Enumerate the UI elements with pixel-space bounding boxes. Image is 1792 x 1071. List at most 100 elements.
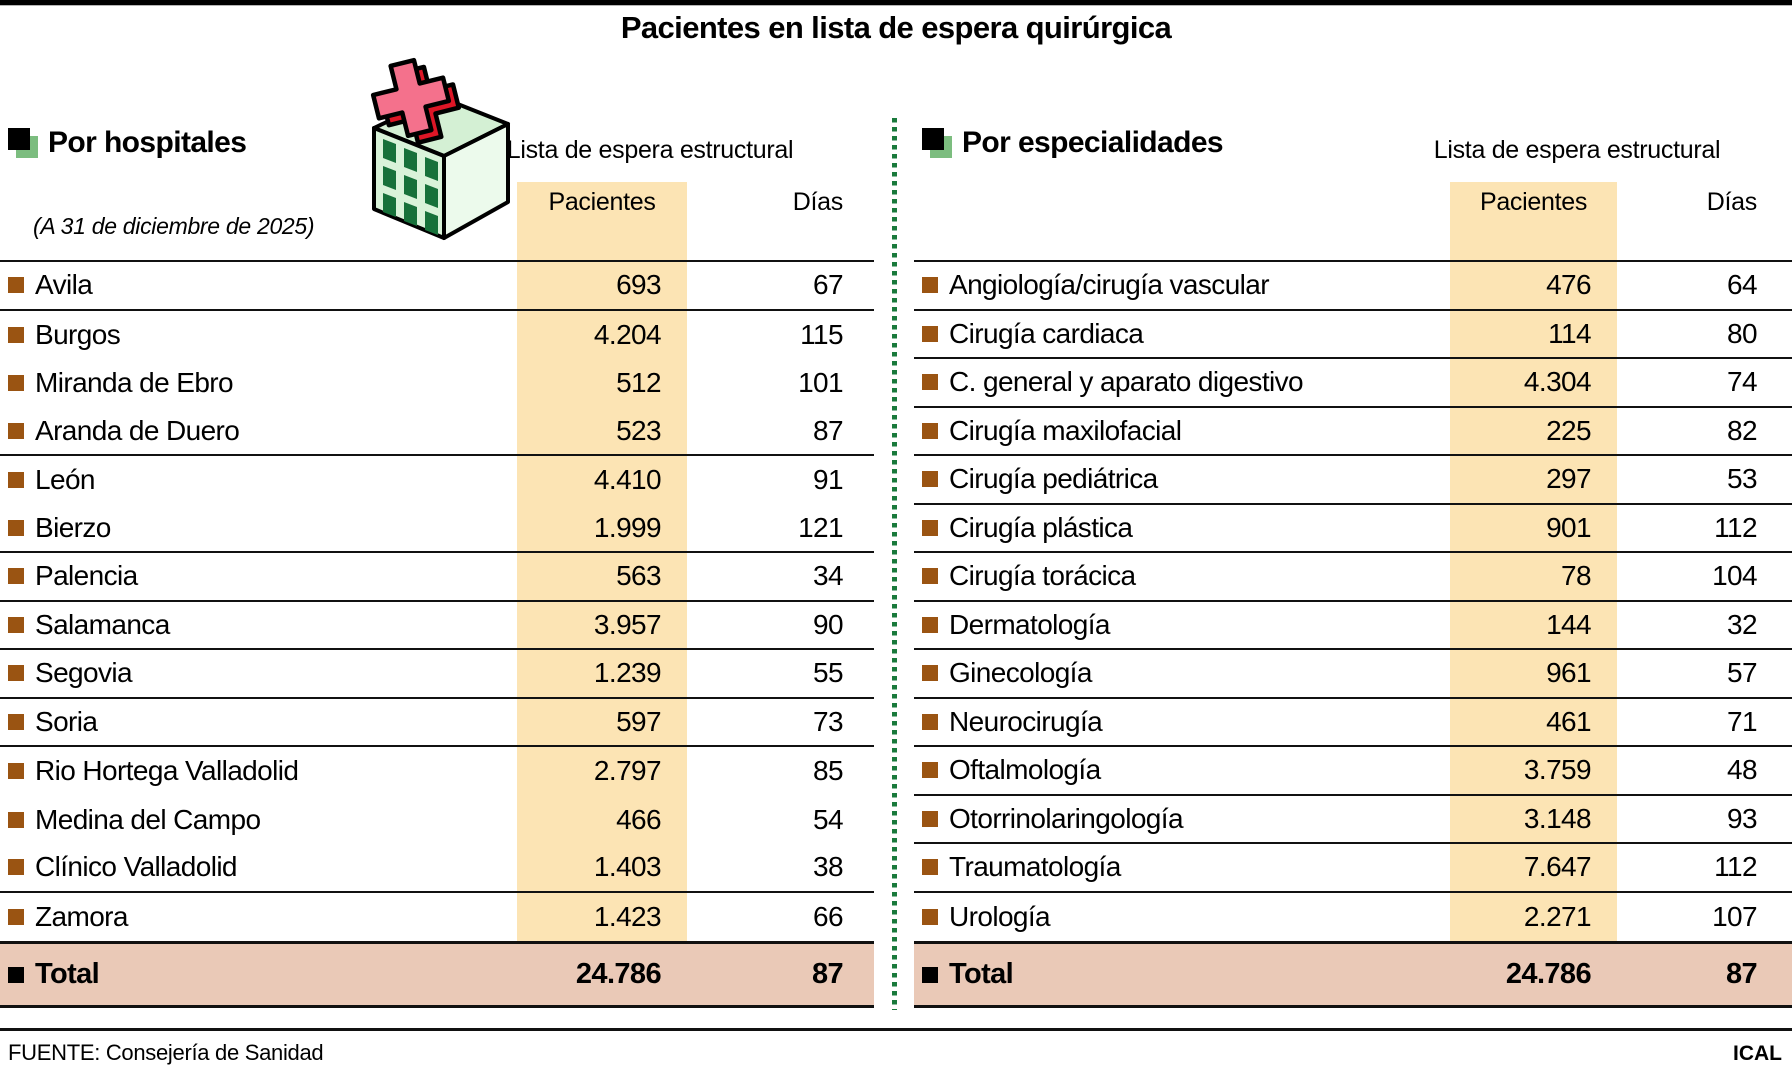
table-row: Rio Hortega Valladolid 2.797 85 bbox=[0, 747, 874, 796]
row-pacientes: 1.423 bbox=[593, 900, 662, 932]
row-dias: 91 bbox=[813, 464, 844, 496]
row-dias: 38 bbox=[813, 851, 844, 883]
row-label: Cirugía pediátrica bbox=[949, 463, 1158, 495]
footer-rule bbox=[0, 1028, 1792, 1031]
row-pacientes: 693 bbox=[616, 269, 662, 301]
row-pacientes: 901 bbox=[1546, 511, 1592, 543]
row-bullet-icon bbox=[922, 471, 938, 488]
hospital-building-icon bbox=[370, 57, 510, 240]
table-row: Cirugía pediátrica 297 53 bbox=[914, 456, 1792, 505]
row-pacientes: 1.999 bbox=[593, 511, 662, 543]
row-pacientes: 1.239 bbox=[593, 657, 662, 689]
table-row: Oftalmología 3.759 48 bbox=[914, 747, 1792, 796]
row-dias: 57 bbox=[1727, 657, 1758, 689]
row-bullet-icon bbox=[8, 665, 24, 682]
row-dias: 66 bbox=[813, 900, 844, 932]
table-row: Salamanca 3.957 90 bbox=[0, 602, 874, 650]
table-row: Clínico Valladolid 1.403 38 bbox=[0, 844, 874, 893]
table-row: Cirugía torácica 78 104 bbox=[914, 553, 1792, 602]
column-header-pacientes: Pacientes bbox=[548, 188, 656, 216]
total-pacientes: 24.786 bbox=[1505, 958, 1592, 990]
row-bullet-icon bbox=[922, 568, 938, 585]
row-dias: 87 bbox=[813, 414, 844, 446]
page-title: Pacientes en lista de espera quirúrgica bbox=[620, 10, 1172, 45]
table-row: Burgos 4.204 115 bbox=[0, 311, 874, 360]
row-label: Soria bbox=[35, 705, 98, 737]
row-pacientes: 7.647 bbox=[1523, 851, 1592, 883]
row-bullet-icon bbox=[8, 908, 24, 925]
row-pacientes: 114 bbox=[1548, 317, 1591, 349]
row-pacientes: 961 bbox=[1546, 657, 1592, 689]
row-dias: 73 bbox=[813, 705, 844, 737]
column-header-dias: Días bbox=[1706, 188, 1758, 216]
row-label: Cirugía torácica bbox=[949, 560, 1136, 592]
row-dias: 112 bbox=[1714, 511, 1757, 543]
row-bullet-icon bbox=[922, 762, 938, 779]
table-row: Soria 597 73 bbox=[0, 699, 874, 747]
row-bullet-icon bbox=[8, 616, 24, 633]
row-pacientes: 476 bbox=[1546, 269, 1592, 301]
row-pacientes: 4.204 bbox=[593, 318, 662, 350]
row-label: Oftalmología bbox=[949, 754, 1101, 786]
table-row: Segovia 1.239 55 bbox=[0, 650, 874, 699]
row-bullet-icon bbox=[8, 519, 24, 536]
table-row: Zamora 1.423 66 bbox=[0, 893, 874, 942]
source-credit: FUENTE: Consejería de Sanidad bbox=[8, 1040, 324, 1065]
row-label: Palencia bbox=[35, 560, 138, 592]
table-row: Neurocirugía 461 71 bbox=[914, 699, 1792, 747]
total-pacientes: 24.786 bbox=[575, 958, 662, 990]
agency-credit: ICAL bbox=[1733, 1042, 1782, 1065]
row-bullet-icon bbox=[922, 908, 938, 925]
row-dias: 104 bbox=[1712, 560, 1758, 592]
row-label: Cirugía maxilofacial bbox=[949, 414, 1182, 446]
specialties-rows: Angiología/cirugía vascular 476 64 Cirugía … bbox=[914, 260, 1792, 941]
row-pacientes: 1.403 bbox=[593, 851, 662, 883]
row-bullet-icon bbox=[922, 616, 938, 633]
table-row: Cirugía plástica 901 112 bbox=[914, 505, 1792, 553]
row-label: Neurocirugía bbox=[949, 705, 1103, 737]
total-label: Total bbox=[949, 958, 1014, 990]
row-bullet-icon bbox=[8, 568, 24, 585]
row-pacientes: 225 bbox=[1546, 414, 1592, 446]
row-label: Salamanca bbox=[35, 608, 170, 640]
row-dias: 121 bbox=[798, 511, 844, 543]
row-label: Cirugía cardiaca bbox=[949, 317, 1144, 349]
table-row: Urología 2.271 107 bbox=[914, 893, 1792, 942]
row-pacientes: 597 bbox=[616, 705, 662, 737]
table-row: Palencia 563 34 bbox=[0, 553, 874, 602]
row-bullet-icon bbox=[8, 763, 24, 780]
table-row: Ginecología 961 57 bbox=[914, 650, 1792, 699]
row-label: Dermatología bbox=[949, 608, 1110, 640]
row-bullet-icon bbox=[8, 277, 24, 294]
row-bullet-icon bbox=[8, 713, 24, 730]
table-row: Angiología/cirugía vascular 476 64 bbox=[914, 262, 1792, 311]
table-row: Miranda de Ebro 512 101 bbox=[0, 359, 874, 408]
table-row: Medina del Campo 466 54 bbox=[0, 796, 874, 845]
row-dias: 54 bbox=[813, 803, 844, 835]
total-dias: 87 bbox=[1725, 958, 1758, 990]
row-pacientes: 3.957 bbox=[593, 608, 662, 640]
group-header: Lista de espera estructural bbox=[506, 136, 794, 164]
total-row: Total 24.786 87 bbox=[914, 941, 1792, 1008]
total-dias: 87 bbox=[811, 958, 844, 990]
table-row: León 4.410 91 bbox=[0, 456, 874, 505]
row-dias: 53 bbox=[1727, 463, 1758, 495]
row-label: León bbox=[35, 464, 95, 496]
row-dias: 48 bbox=[1727, 754, 1758, 786]
row-bullet-icon bbox=[8, 375, 24, 392]
row-dias: 64 bbox=[1727, 269, 1758, 301]
row-label: Avila bbox=[35, 269, 93, 301]
date-note: (A 31 de diciembre de 2025) bbox=[33, 213, 315, 239]
row-pacientes: 4.304 bbox=[1523, 366, 1592, 398]
row-bullet-icon bbox=[922, 519, 938, 536]
column-header-dias: Días bbox=[792, 188, 844, 216]
row-label: Aranda de Duero bbox=[35, 414, 240, 446]
row-dias: 101 bbox=[798, 367, 844, 399]
row-pacientes: 512 bbox=[616, 367, 662, 399]
specialties-panel: Por especialidades Lista de espera estru… bbox=[914, 0, 1792, 1071]
row-dias: 85 bbox=[813, 755, 844, 787]
row-label: Clínico Valladolid bbox=[35, 851, 238, 883]
pacientes-column-highlight bbox=[1450, 182, 1617, 941]
column-header-pacientes: Pacientes bbox=[1479, 188, 1588, 216]
